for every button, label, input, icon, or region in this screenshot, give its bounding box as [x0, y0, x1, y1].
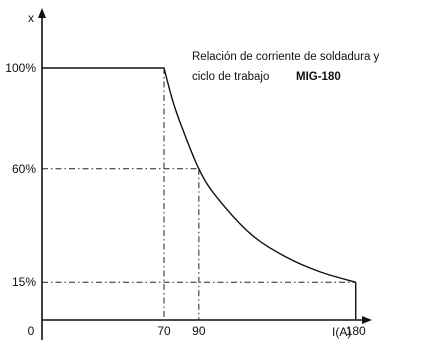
reference-lines	[42, 67, 356, 320]
y-tick-label: 100%	[5, 61, 36, 75]
x-tick-labels: 70 90 180	[157, 324, 366, 338]
axes	[38, 8, 372, 340]
chart-title-model: MIG-180	[296, 71, 341, 83]
y-axis-arrow	[38, 8, 46, 18]
y-tick-label: 15%	[12, 275, 36, 289]
x-tick-label: 90	[192, 324, 206, 338]
y-tick-label: 60%	[12, 162, 36, 176]
y-tick-labels: 100% 60% 15%	[5, 61, 36, 289]
chart-title-line-1: Relación de corriente de soldadura y	[192, 51, 380, 63]
x-tick-label: 70	[157, 324, 171, 338]
chart-title-line-2: ciclo de trabajo	[192, 71, 269, 83]
origin-label: 0	[28, 324, 35, 338]
x-axis-arrow	[362, 316, 372, 324]
series-layer	[42, 67, 357, 320]
chart-title: Relación de corriente de soldadura y cic…	[192, 51, 380, 83]
x-axis-label: I(A)	[332, 325, 351, 339]
x-tick-label: 180	[346, 324, 366, 338]
duty-cycle-curve	[42, 67, 356, 283]
y-axis-label: x	[28, 11, 34, 25]
